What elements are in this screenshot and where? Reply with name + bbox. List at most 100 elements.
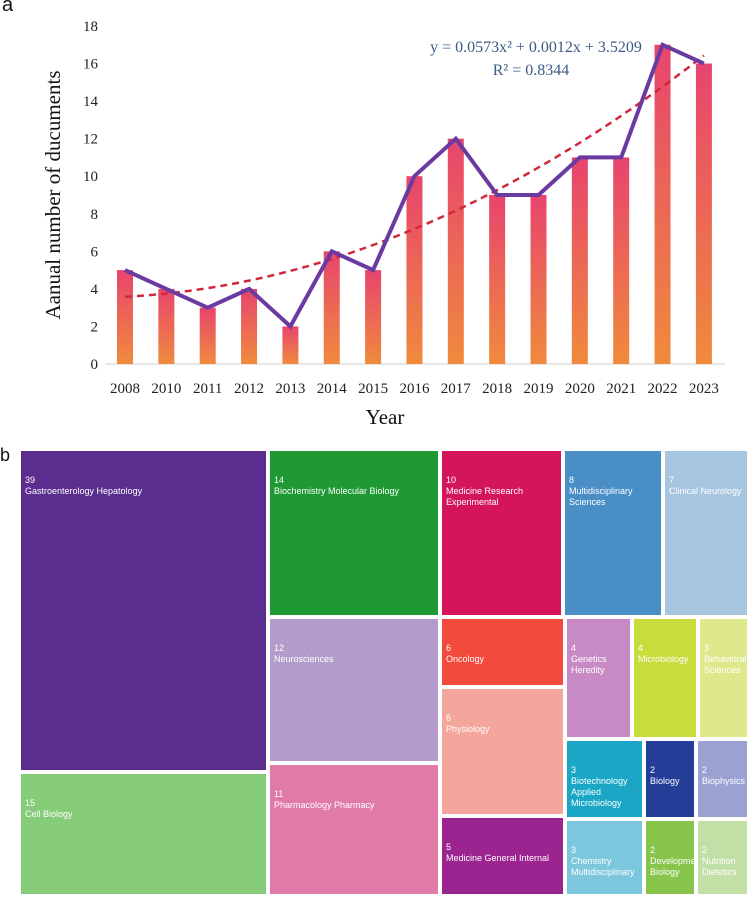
y-tick-label: 12 bbox=[83, 132, 98, 148]
treemap-tile-value: 4 bbox=[638, 643, 644, 653]
bar-2010 bbox=[158, 288, 175, 364]
treemap-tile-biophysics: 2 Biophysics bbox=[696, 739, 749, 819]
y-tick-label: 6 bbox=[91, 244, 99, 260]
treemap-tile-value: 2 bbox=[702, 765, 708, 775]
y-tick-label: 8 bbox=[91, 207, 99, 223]
y-tick-label: 4 bbox=[91, 282, 99, 298]
treemap-tile-label: Biology bbox=[650, 776, 680, 786]
treemap-tile-label: Pharmacology Pharmacy bbox=[274, 800, 375, 810]
treemap-tile-genetics-heredity: 4 Genetics Heredity bbox=[565, 617, 632, 739]
x-tick-label: 2011 bbox=[193, 381, 222, 397]
treemap-tile-neurosciences: 12 Neurosciences bbox=[268, 617, 440, 763]
treemap-tile-label: Chemistry Multidisciplinary bbox=[571, 856, 635, 877]
treemap-tile-label: Microbiology bbox=[638, 654, 689, 664]
treemap-tile-label: Physiology bbox=[446, 724, 490, 734]
bar-2013 bbox=[282, 326, 299, 364]
treemap-tile-behavioral-sciences: 3 Behavioral Sciences bbox=[698, 617, 749, 739]
treemap-tile-label: Genetics Heredity bbox=[571, 654, 607, 675]
treemap-tile-microbiology: 4 Microbiology bbox=[632, 617, 698, 739]
x-axis-title: Year bbox=[366, 405, 405, 429]
treemap-tile-value: 4 bbox=[571, 643, 577, 653]
bar-2015 bbox=[365, 270, 382, 364]
treemap-tile-value: 3 bbox=[571, 765, 577, 775]
y-tick-label: 18 bbox=[83, 19, 98, 35]
bar-2021 bbox=[613, 157, 630, 364]
bar-2019 bbox=[530, 195, 547, 364]
treemap-tile-value: 2 bbox=[650, 765, 656, 775]
treemap-tile-label: Cell Biology bbox=[25, 809, 73, 819]
bar-2022 bbox=[654, 44, 671, 365]
treemap-tile-label: Multidisciplinary Sciences bbox=[569, 486, 633, 507]
x-tick-label: 2017 bbox=[441, 381, 472, 397]
treemap-tile-value: 12 bbox=[274, 643, 285, 653]
bar-2016 bbox=[406, 176, 423, 364]
y-tick-label: 14 bbox=[83, 94, 99, 110]
treemap-tile-clinical-neurology: 7 Clinical Neurology bbox=[663, 449, 749, 617]
treemap-tile-cell-biology: 15 Cell Biology bbox=[19, 772, 268, 896]
treemap-tile-biology: 2 Biology bbox=[644, 739, 696, 819]
y-axis-title: Aanual number of ducuments bbox=[41, 70, 65, 319]
treemap-tile-biochemistry-molecular-biology: 14 Biochemistry Molecular Biology bbox=[268, 449, 440, 617]
treemap-tile-value: 3 bbox=[571, 845, 577, 855]
x-tick-label: 2012 bbox=[234, 381, 264, 397]
x-tick-label: 2013 bbox=[275, 381, 305, 397]
treemap-tile-value: 10 bbox=[446, 475, 457, 485]
treemap-tile-medicine-general-internal: 5 Medicine General Internal bbox=[440, 816, 565, 896]
trend-r2: R² = 0.8344 bbox=[493, 62, 570, 79]
x-tick-label: 2023 bbox=[689, 381, 719, 397]
treemap-tile-value: 14 bbox=[274, 475, 285, 485]
treemap-tile-gastroenterology-hepatology: 39 Gastroenterology Hepatology bbox=[19, 449, 268, 772]
treemap-tile-value: 6 bbox=[446, 713, 452, 723]
x-tick-label: 2020 bbox=[565, 381, 595, 397]
treemap-tile-multidisciplinary-sciences: 8 Multidisciplinary Sciences bbox=[563, 449, 663, 617]
x-tick-label: 2010 bbox=[151, 381, 181, 397]
treemap-tile-label: Neurosciences bbox=[274, 654, 334, 664]
treemap-tile-label: Medicine General Internal bbox=[446, 853, 550, 863]
treemap-tile-value: 8 bbox=[569, 475, 575, 485]
bar-2018 bbox=[489, 195, 506, 364]
treemap-tile-physiology: 6 Physiology bbox=[440, 687, 565, 816]
treemap-tile-value: 7 bbox=[669, 475, 675, 485]
treemap-tile-label: Biophysics bbox=[702, 776, 746, 786]
x-tick-label: 2015 bbox=[358, 381, 388, 397]
treemap-tile-value: 11 bbox=[274, 789, 284, 799]
treemap-tile-label: Oncology bbox=[446, 654, 485, 664]
x-tick-label: 2016 bbox=[399, 381, 430, 397]
trendline bbox=[124, 54, 705, 299]
bar-2008 bbox=[117, 270, 133, 364]
treemap-tile-value: 15 bbox=[25, 798, 36, 808]
bar-2012 bbox=[241, 288, 258, 364]
treemap-tile-oncology: 6 Oncology bbox=[440, 617, 565, 687]
treemap-tile-label: Biochemistry Molecular Biology bbox=[274, 486, 400, 496]
x-tick-label: 2018 bbox=[482, 381, 512, 397]
treemap-tile-value: 6 bbox=[446, 643, 452, 653]
line-bar-chart: 0 2 4 6 8 10 12 14 16 18 2008 2010 2011 2012 2013 2014 2… bbox=[41, 19, 725, 429]
treemap-tile-biotechnology-applied-microbiology: 3 Biotechnology Applied Microbiology bbox=[565, 739, 644, 819]
bar-2011 bbox=[199, 307, 216, 364]
bar-2020 bbox=[571, 157, 588, 364]
treemap-tile-label: Behavioral Sciences bbox=[704, 654, 747, 675]
x-tick-label: 2021 bbox=[606, 381, 636, 397]
y-tick-label: 2 bbox=[91, 319, 99, 335]
treemap-tile-chemistry-multidisciplinary: 3 Chemistry Multidisciplinary bbox=[565, 819, 644, 896]
y-tick-label: 10 bbox=[83, 169, 98, 185]
treemap-tile-pharmacology-pharmacy: 11 Pharmacology Pharmacy bbox=[268, 763, 440, 896]
panel-label-a: a bbox=[2, 0, 14, 16]
treemap-tile-label: Medicine Research Experimental bbox=[446, 486, 524, 507]
treemap-tile-value: 39 bbox=[25, 475, 36, 485]
x-tick-label: 2008 bbox=[110, 381, 140, 397]
y-tick-label: 0 bbox=[91, 357, 99, 373]
x-tick-label: 2019 bbox=[524, 381, 554, 397]
treemap-tile-value: 2 bbox=[650, 845, 656, 855]
treemap-tile-label: Developmental Biology bbox=[650, 856, 696, 877]
treemap-tile-nutrition-dietetics: 2 Nutrition Dietetics bbox=[696, 819, 749, 896]
treemap-tile-value: 3 bbox=[704, 643, 710, 653]
treemap-tile-label: Clinical Neurology bbox=[669, 486, 742, 496]
treemap-tile-label: Nutrition Dietetics bbox=[702, 856, 737, 877]
x-tick-label: 2022 bbox=[648, 381, 678, 397]
treemap-tile-value: 5 bbox=[446, 842, 452, 852]
bar-2017 bbox=[447, 138, 464, 364]
x-tick-label: 2014 bbox=[317, 381, 348, 397]
bar-2014 bbox=[323, 251, 340, 364]
